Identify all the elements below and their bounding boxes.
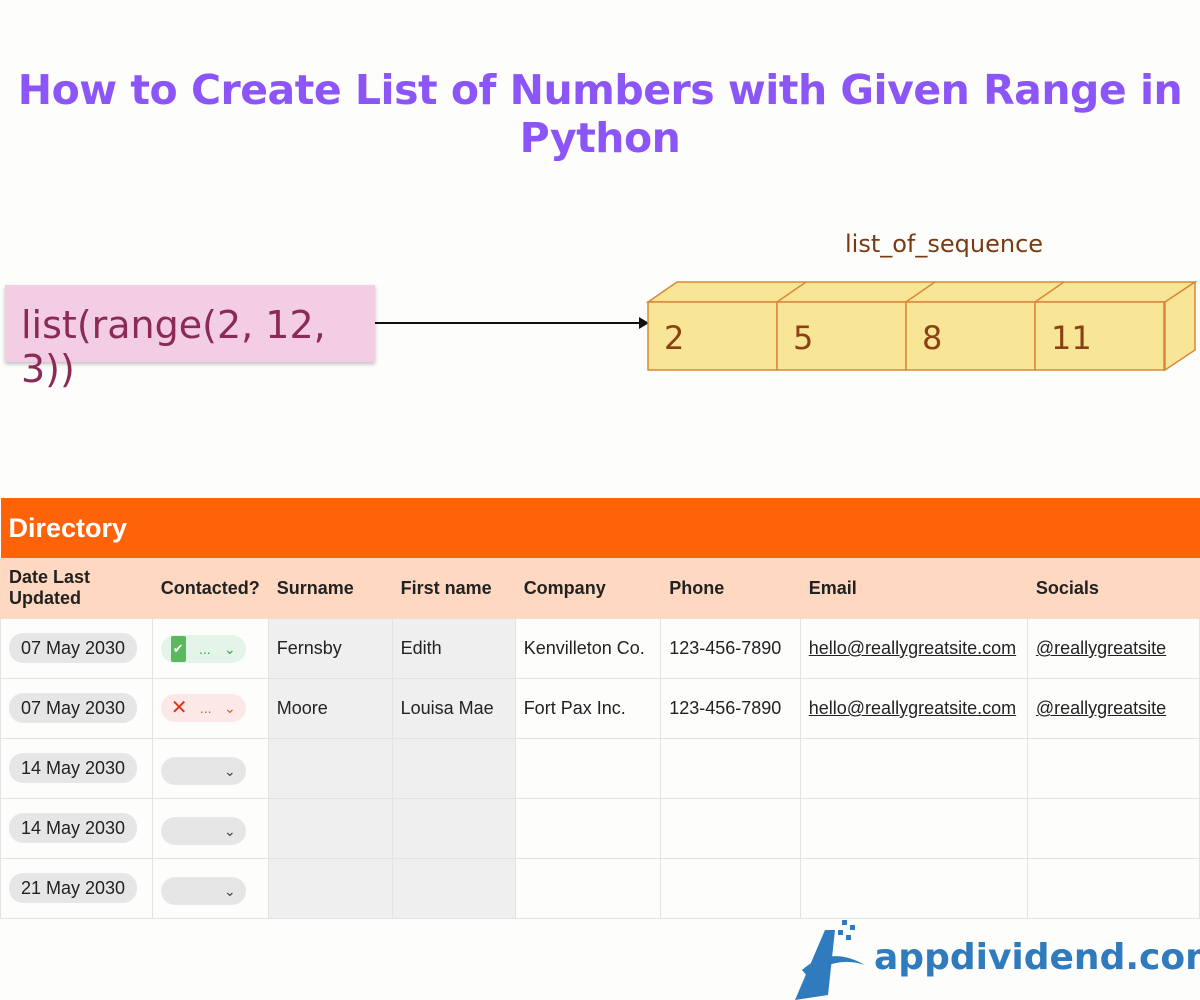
date-pill[interactable]: 07 May 2030 bbox=[9, 633, 138, 663]
phone-cell[interactable] bbox=[660, 797, 801, 859]
socials-cell bbox=[1026, 797, 1200, 859]
social-link[interactable]: @reallygreatsite bbox=[1035, 698, 1167, 718]
directory-table: Directory Date Last Updated Contacted? Sur… bbox=[0, 498, 1200, 919]
contacted-cell: ⌄ bbox=[151, 737, 269, 799]
socials-cell bbox=[1026, 737, 1200, 799]
date-pill[interactable]: 14 May 2030 bbox=[9, 753, 138, 783]
date-pill[interactable]: 07 May 2030 bbox=[9, 693, 138, 723]
chevron-down-icon: ⌄ bbox=[223, 700, 236, 716]
surname-cell[interactable]: Fernsby bbox=[267, 617, 393, 679]
sequence-label: list_of_sequence bbox=[845, 230, 1044, 258]
chevron-down-icon: ⌄ bbox=[223, 822, 236, 839]
arrow bbox=[375, 317, 649, 329]
sequence-cell bbox=[1034, 301, 1165, 371]
column-header: Company bbox=[514, 557, 662, 619]
date-cell: 14 May 2030 bbox=[0, 737, 153, 799]
socials-cell bbox=[1026, 857, 1200, 919]
date-pill[interactable]: 14 May 2030 bbox=[9, 813, 138, 843]
code-expression: list(range(2, 12, 3)) bbox=[5, 285, 375, 391]
chevron-down-icon: ⌄ bbox=[223, 640, 236, 657]
date-cell: 14 May 2030 bbox=[0, 797, 153, 859]
column-header: Phone bbox=[660, 557, 801, 619]
social-link[interactable]: @reallygreatsite bbox=[1035, 638, 1167, 658]
company-cell[interactable] bbox=[514, 797, 662, 859]
socials-cell: @reallygreatsite bbox=[1026, 617, 1200, 679]
cell-edge bbox=[905, 281, 936, 303]
table-row: 07 May 2030 ✕... ⌄ Moore Louisa Mae Fort … bbox=[0, 677, 1200, 739]
date-cell: 21 May 2030 bbox=[0, 857, 153, 919]
email-cell bbox=[799, 797, 1028, 859]
first-name-cell[interactable] bbox=[391, 737, 516, 799]
directory-title: Directory bbox=[0, 498, 1200, 558]
contacted-cell: ⌄ bbox=[151, 797, 269, 859]
phone-cell[interactable]: 123-456-7890 bbox=[660, 617, 801, 679]
contacted-select[interactable]: ⌄ bbox=[160, 876, 246, 905]
column-header: Surname bbox=[267, 557, 393, 619]
surname-cell[interactable]: Moore bbox=[267, 677, 393, 739]
surname-cell[interactable] bbox=[267, 857, 393, 919]
date-cell: 07 May 2030 bbox=[0, 617, 153, 679]
contacted-select[interactable]: ⌄ bbox=[160, 756, 246, 785]
email-cell bbox=[799, 737, 1028, 799]
column-header: Socials bbox=[1026, 557, 1200, 619]
socials-cell: @reallygreatsite bbox=[1026, 677, 1200, 739]
phone-cell[interactable] bbox=[660, 737, 801, 799]
first-name-cell[interactable]: Louisa Mae bbox=[391, 677, 516, 739]
chevron-down-icon: ⌄ bbox=[223, 762, 236, 779]
contacted-select[interactable]: ⌄ bbox=[160, 816, 246, 845]
column-header: Date Last Updated bbox=[0, 557, 153, 619]
check-icon: ✔ bbox=[170, 635, 186, 662]
sequence-cell bbox=[647, 301, 778, 371]
contacted-cell: ✕... ⌄ bbox=[151, 677, 269, 739]
date-pill[interactable]: 21 May 2030 bbox=[9, 873, 138, 903]
contacted-select[interactable]: ✕... ⌄ bbox=[160, 694, 246, 722]
email-cell bbox=[799, 857, 1028, 919]
first-name-cell[interactable] bbox=[391, 857, 516, 919]
sequence-value: 5 bbox=[793, 319, 813, 357]
email-cell: hello@reallygreatsite.com bbox=[799, 617, 1028, 679]
company-cell[interactable]: Fort Pax Inc. bbox=[514, 677, 662, 739]
cross-icon: ✕ bbox=[170, 697, 188, 719]
table-row: 14 May 2030 ⌄ bbox=[0, 737, 1200, 799]
page-title: How to Create List of Numbers with Given… bbox=[17, 66, 1183, 162]
status-text: ... bbox=[199, 700, 212, 716]
company-cell[interactable] bbox=[514, 857, 662, 919]
status-text: ... bbox=[198, 640, 211, 657]
table-row: 07 May 2030 ✔... ⌄ Fernsby Edith Kenville… bbox=[0, 617, 1200, 679]
phone-cell[interactable] bbox=[660, 857, 801, 919]
contacted-cell: ✔... ⌄ bbox=[151, 617, 269, 679]
phone-cell[interactable]: 123-456-7890 bbox=[660, 677, 801, 739]
sequence-cell bbox=[905, 301, 1036, 371]
email-link[interactable]: hello@reallygreatsite.com bbox=[808, 698, 1017, 718]
column-header: Contacted? bbox=[151, 557, 269, 619]
table-row: 21 May 2030 ⌄ bbox=[0, 857, 1200, 919]
company-cell[interactable] bbox=[514, 737, 662, 799]
chevron-down-icon: ⌄ bbox=[223, 882, 236, 899]
sequence-value: 2 bbox=[664, 319, 684, 357]
table-row: 14 May 2030 ⌄ bbox=[0, 797, 1200, 859]
sequence-boxes: 2 5 8 11 bbox=[645, 280, 1198, 372]
first-name-cell[interactable] bbox=[391, 797, 516, 859]
appdividend-logo: appdividend.com bbox=[790, 915, 1200, 1000]
sequence-value: 8 bbox=[922, 319, 942, 357]
email-link[interactable]: hello@reallygreatsite.com bbox=[808, 638, 1017, 658]
column-header: First name bbox=[391, 557, 516, 619]
first-name-cell[interactable]: Edith bbox=[391, 617, 516, 679]
column-header: Email bbox=[799, 557, 1028, 619]
company-cell[interactable]: Kenvilleton Co. bbox=[514, 617, 662, 679]
cell-edge bbox=[776, 281, 807, 303]
date-cell: 07 May 2030 bbox=[0, 677, 153, 739]
logo-text: appdividend.com bbox=[874, 937, 1200, 978]
sequence-value: 11 bbox=[1051, 319, 1092, 357]
surname-cell[interactable] bbox=[267, 737, 393, 799]
contacted-cell: ⌄ bbox=[151, 857, 269, 919]
email-cell: hello@reallygreatsite.com bbox=[799, 677, 1028, 739]
sequence-cell bbox=[776, 301, 907, 371]
logo-icon bbox=[795, 920, 865, 1000]
surname-cell[interactable] bbox=[267, 797, 393, 859]
cell-edge bbox=[1034, 281, 1065, 303]
contacted-select[interactable]: ✔... ⌄ bbox=[160, 634, 246, 663]
